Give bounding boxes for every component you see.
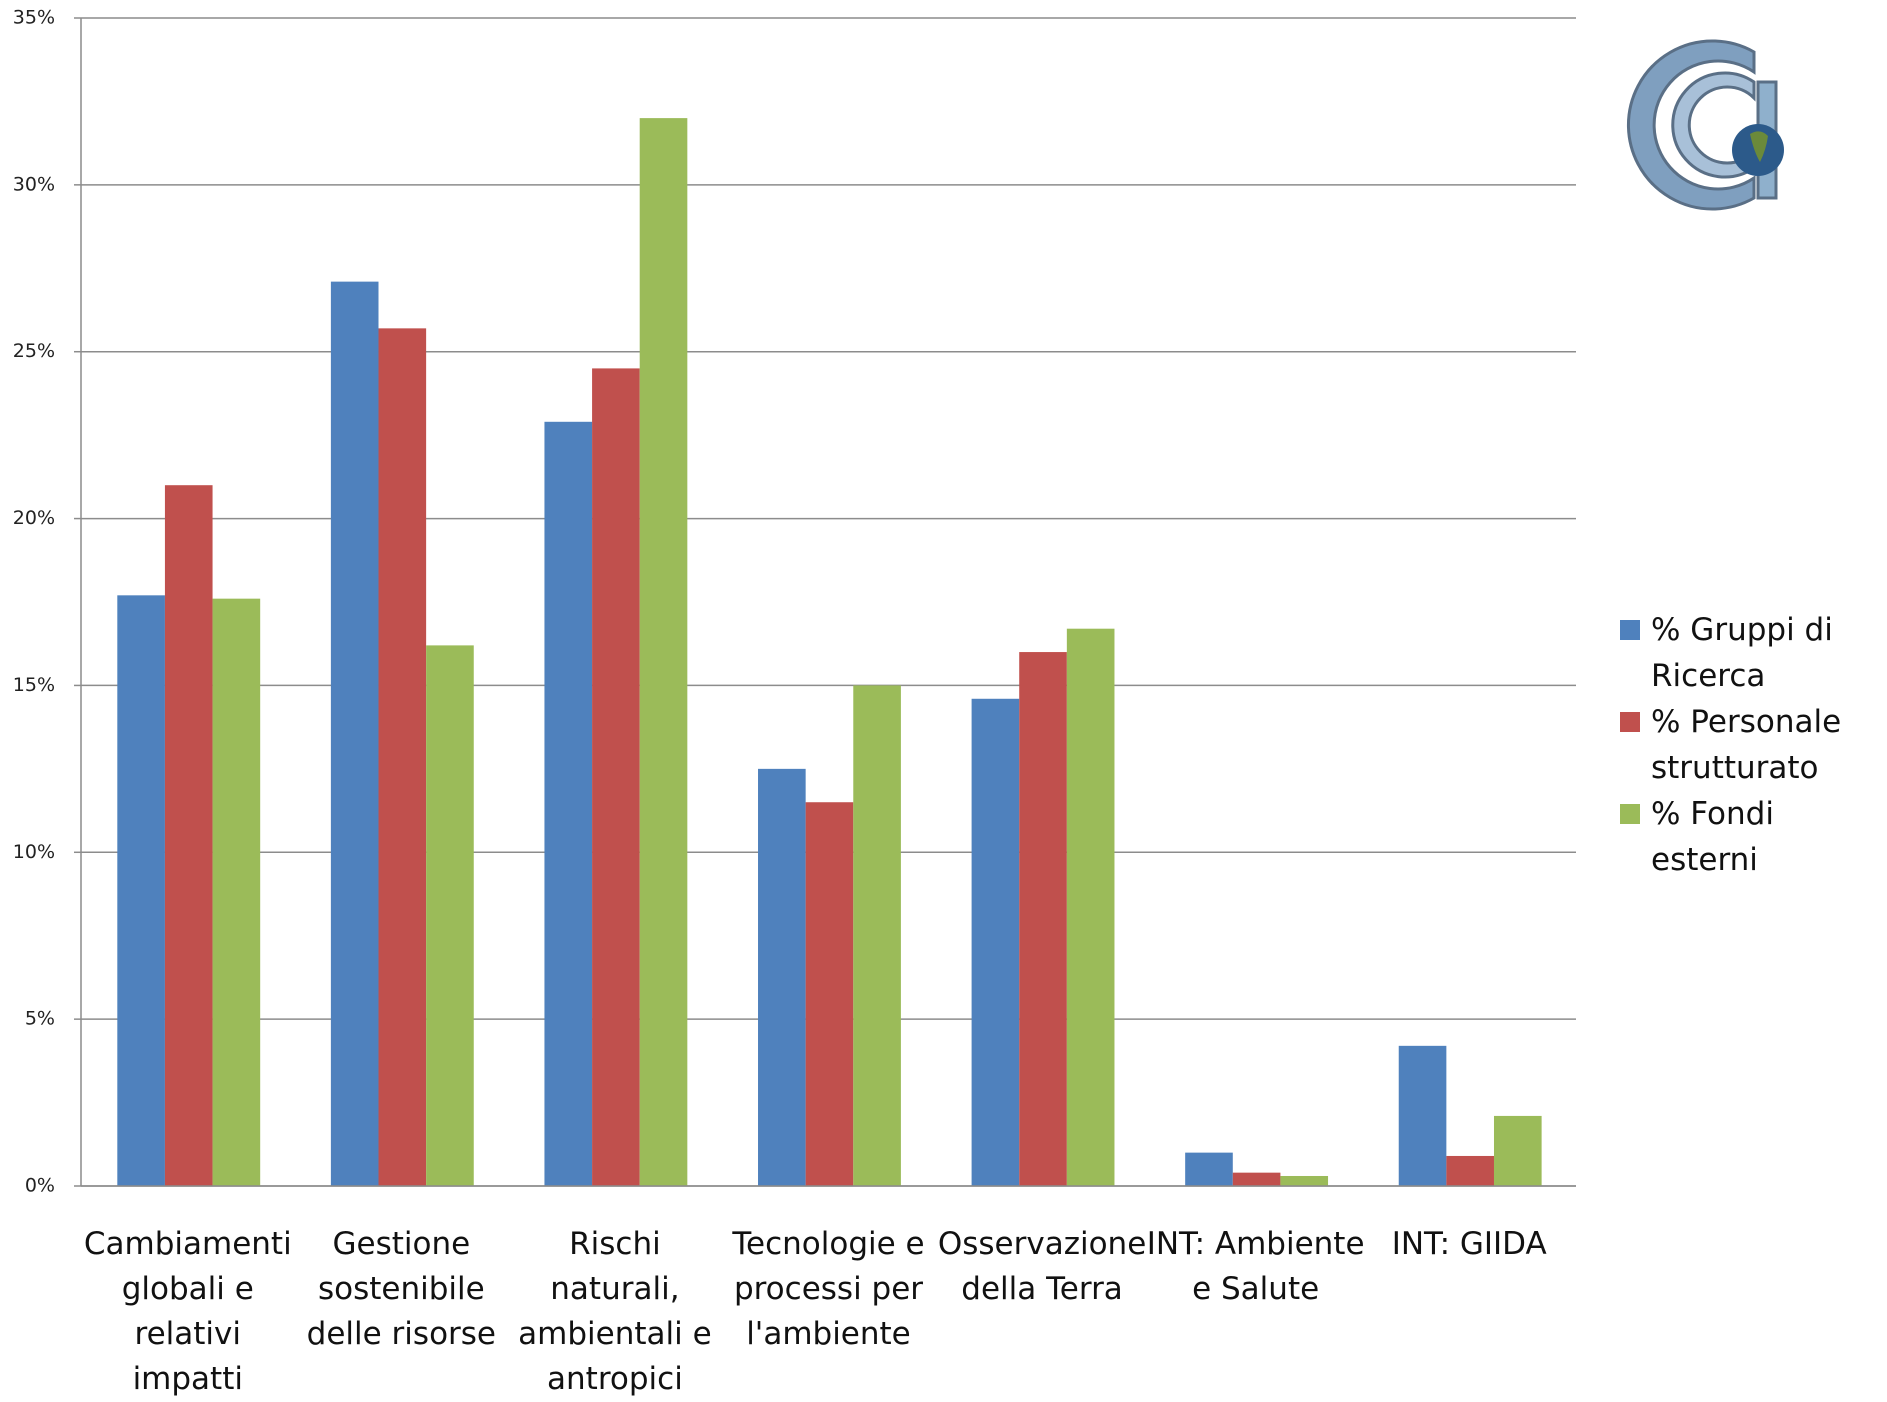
y-tick-label: 5% — [25, 1008, 55, 1030]
x-tick-label: Rischi naturali, ambientali e antropici — [518, 1226, 712, 1397]
legend-label: % Gruppi di Ricerca — [1651, 612, 1833, 694]
bar — [378, 328, 427, 1187]
y-tick-label: 20% — [13, 507, 55, 529]
x-tick-label: INT: GIIDA — [1391, 1226, 1547, 1262]
bar — [1493, 1115, 1542, 1186]
legend-label: % Personale strutturato — [1651, 704, 1842, 786]
bar — [1446, 1155, 1494, 1186]
y-tick-label: 35% — [13, 7, 55, 29]
bar — [1398, 1045, 1447, 1186]
x-tick-label: Tecnologie e processi per l'ambiente — [732, 1226, 925, 1352]
y-tick-label: 25% — [13, 340, 55, 362]
x-tick-label: INT: Ambiente e Salute — [1146, 1226, 1365, 1307]
bar — [853, 685, 901, 1186]
bar — [805, 802, 854, 1186]
bar — [1280, 1175, 1329, 1186]
bar — [212, 598, 261, 1186]
bar — [117, 595, 165, 1186]
y-tick-label: 10% — [13, 841, 55, 863]
y-tick-label: 15% — [13, 674, 55, 696]
bar — [1019, 652, 1067, 1186]
logo — [1626, 39, 1784, 211]
legend-label: % Fondi esterni — [1651, 796, 1774, 878]
bar — [1232, 1172, 1281, 1186]
bar — [592, 368, 640, 1186]
bar — [1185, 1152, 1233, 1186]
bar — [639, 118, 688, 1187]
bar — [544, 421, 593, 1186]
legend-swatch — [1620, 804, 1640, 824]
bar — [758, 768, 806, 1186]
bar — [971, 698, 1020, 1186]
x-tick-label: Gestione sostenibile delle risorse — [306, 1226, 497, 1352]
y-tick-label: 30% — [13, 173, 55, 195]
bar — [330, 281, 379, 1186]
y-tick-label: 0% — [25, 1175, 55, 1197]
x-tick-label: Osservazione della Terra — [937, 1226, 1147, 1307]
bar — [164, 485, 213, 1186]
legend-swatch — [1620, 620, 1640, 640]
x-tick-label: Cambiamenti globali e relativi impatti — [83, 1226, 292, 1397]
legend-swatch — [1620, 712, 1640, 732]
bar — [1066, 628, 1115, 1186]
bar — [426, 645, 474, 1186]
